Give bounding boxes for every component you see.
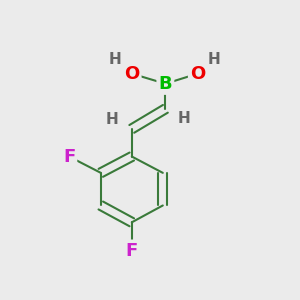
Text: H: H <box>109 52 122 68</box>
Text: B: B <box>159 75 172 93</box>
Text: O: O <box>124 65 140 83</box>
Text: F: F <box>63 148 75 166</box>
Text: H: H <box>178 111 190 126</box>
Text: H: H <box>106 112 119 127</box>
Text: F: F <box>126 242 138 260</box>
Text: O: O <box>190 65 205 83</box>
Text: H: H <box>208 52 221 68</box>
